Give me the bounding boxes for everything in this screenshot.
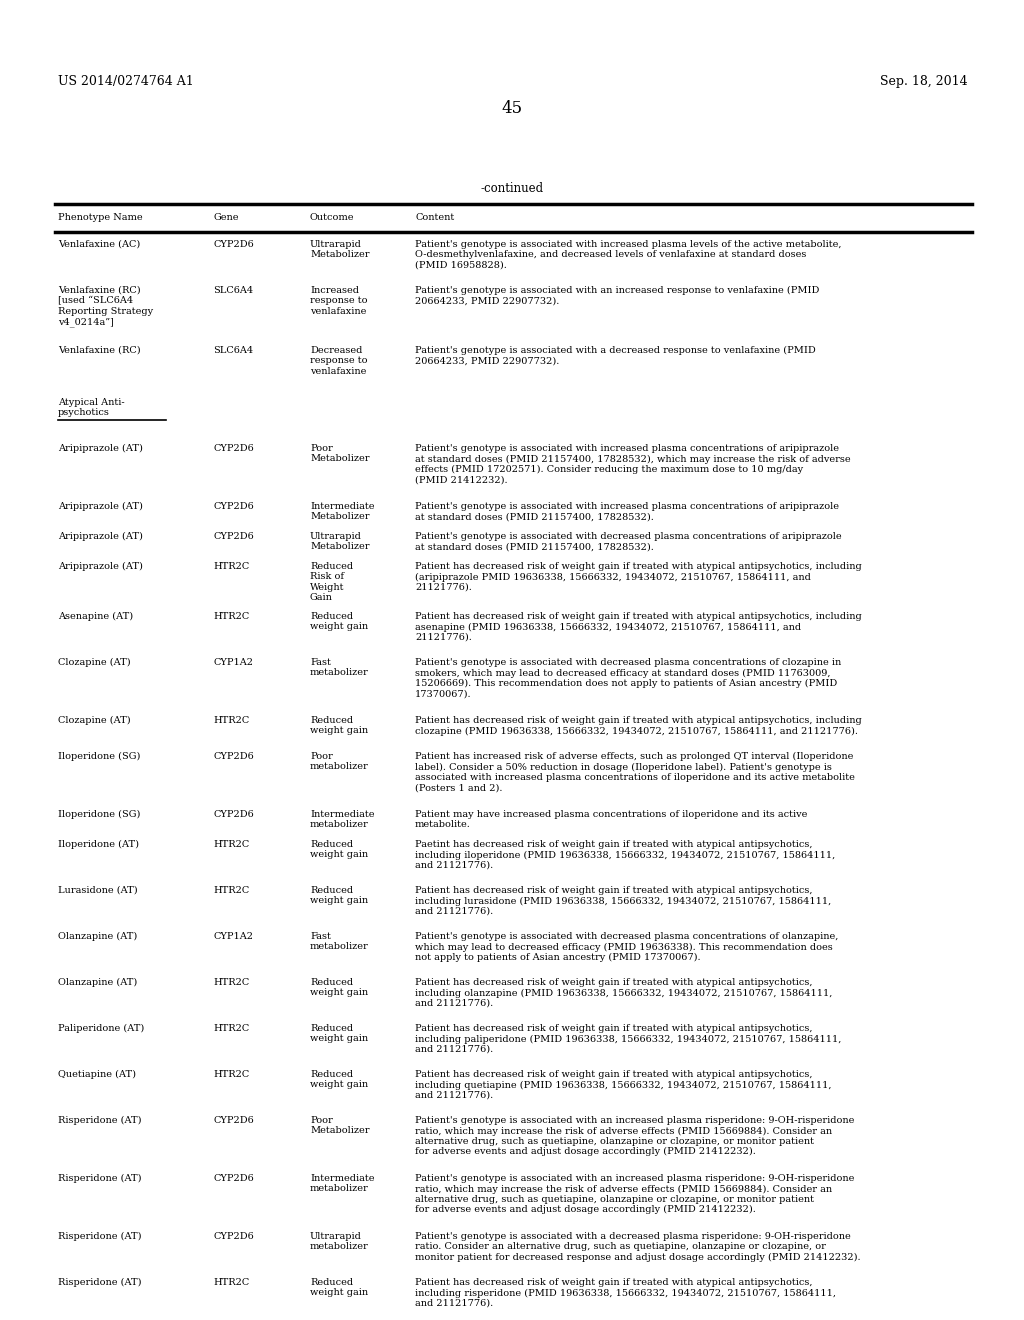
Text: Patient's genotype is associated with increased plasma levels of the active meta: Patient's genotype is associated with in… [415,240,842,269]
Text: Patient's genotype is associated with decreased plasma concentrations of olanzap: Patient's genotype is associated with de… [415,932,839,962]
Text: Patient's genotype is associated with decreased plasma concentrations of aripipr: Patient's genotype is associated with de… [415,532,842,552]
Text: CYP2D6: CYP2D6 [213,444,254,453]
Text: HTR2C: HTR2C [213,1278,249,1287]
Text: Patient has decreased risk of weight gain if treated with atypical antipsychotic: Patient has decreased risk of weight gai… [415,612,862,642]
Text: Patient has decreased risk of weight gain if treated with atypical antipsychotic: Patient has decreased risk of weight gai… [415,562,862,591]
Text: Aripiprazole (AT): Aripiprazole (AT) [58,532,143,541]
Text: Patient's genotype is associated with increased plasma concentrations of aripipr: Patient's genotype is associated with in… [415,444,851,484]
Text: SLC6A4: SLC6A4 [213,286,253,294]
Text: Poor
Metabolizer: Poor Metabolizer [310,444,370,463]
Text: Poor
metabolizer: Poor metabolizer [310,752,369,771]
Text: Paliperidone (AT): Paliperidone (AT) [58,1024,144,1034]
Text: Patient may have increased plasma concentrations of iloperidone and its active
m: Patient may have increased plasma concen… [415,810,807,829]
Text: Patient's genotype is associated with a decreased response to venlafaxine (PMID
: Patient's genotype is associated with a … [415,346,816,366]
Text: Patient's genotype is associated with an increased plasma risperidone: 9-OH-risp: Patient's genotype is associated with an… [415,1173,854,1214]
Text: CYP2D6: CYP2D6 [213,532,254,541]
Text: Sep. 18, 2014: Sep. 18, 2014 [881,75,968,88]
Text: Patient's genotype is associated with decreased plasma concentrations of clozapi: Patient's genotype is associated with de… [415,657,842,698]
Text: Clozapine (AT): Clozapine (AT) [58,657,131,667]
Text: HTR2C: HTR2C [213,1024,249,1034]
Text: Fast
metabolizer: Fast metabolizer [310,932,369,952]
Text: Fast
metabolizer: Fast metabolizer [310,657,369,677]
Text: HTR2C: HTR2C [213,562,249,572]
Text: CYP2D6: CYP2D6 [213,1232,254,1241]
Text: Patient's genotype is associated with a decreased plasma risperidone: 9-OH-rispe: Patient's genotype is associated with a … [415,1232,860,1262]
Text: Aripiprazole (AT): Aripiprazole (AT) [58,444,143,453]
Text: Aripiprazole (AT): Aripiprazole (AT) [58,562,143,572]
Text: Content: Content [415,213,455,222]
Text: Poor
Metabolizer: Poor Metabolizer [310,1115,370,1135]
Text: Quetiapine (AT): Quetiapine (AT) [58,1071,136,1080]
Text: Venlafaxine (AC): Venlafaxine (AC) [58,240,140,249]
Text: Patient's genotype is associated with an increased plasma risperidone: 9-OH-risp: Patient's genotype is associated with an… [415,1115,854,1156]
Text: Reduced
weight gain: Reduced weight gain [310,1071,368,1089]
Text: Reduced
weight gain: Reduced weight gain [310,1024,368,1043]
Text: Risperidone (AT): Risperidone (AT) [58,1232,141,1241]
Text: Decreased
response to
venlafaxine: Decreased response to venlafaxine [310,346,368,376]
Text: Phenotype Name: Phenotype Name [58,213,142,222]
Text: Patient's genotype is associated with increased plasma concentrations of aripipr: Patient's genotype is associated with in… [415,502,839,521]
Text: Intermediate
metabolizer: Intermediate metabolizer [310,1173,375,1193]
Text: HTR2C: HTR2C [213,886,249,895]
Text: Reduced
Risk of
Weight
Gain: Reduced Risk of Weight Gain [310,562,353,602]
Text: Olanzapine (AT): Olanzapine (AT) [58,978,137,987]
Text: HTR2C: HTR2C [213,1071,249,1078]
Text: Increased
response to
venlafaxine: Increased response to venlafaxine [310,286,368,315]
Text: Outcome: Outcome [310,213,354,222]
Text: Ultrarapid
metabolizer: Ultrarapid metabolizer [310,1232,369,1251]
Text: HTR2C: HTR2C [213,978,249,987]
Text: Ultrarapid
Metabolizer: Ultrarapid Metabolizer [310,240,370,260]
Text: CYP2D6: CYP2D6 [213,1173,254,1183]
Text: Atypical Anti-
psychotics: Atypical Anti- psychotics [58,399,125,417]
Text: Reduced
weight gain: Reduced weight gain [310,886,368,906]
Text: Venlafaxine (RC): Venlafaxine (RC) [58,346,140,355]
Text: Intermediate
Metabolizer: Intermediate Metabolizer [310,502,375,521]
Text: Patient has decreased risk of weight gain if treated with atypical antipsychotic: Patient has decreased risk of weight gai… [415,978,833,1008]
Text: Olanzapine (AT): Olanzapine (AT) [58,932,137,941]
Text: CYP1A2: CYP1A2 [213,657,253,667]
Text: -continued: -continued [480,182,544,195]
Text: Reduced
weight gain: Reduced weight gain [310,715,368,735]
Text: Iloperidone (SG): Iloperidone (SG) [58,810,140,820]
Text: Risperidone (AT): Risperidone (AT) [58,1278,141,1287]
Text: Ultrarapid
Metabolizer: Ultrarapid Metabolizer [310,532,370,552]
Text: Patient has decreased risk of weight gain if treated with atypical antipsychotic: Patient has decreased risk of weight gai… [415,715,862,735]
Text: Iloperidone (SG): Iloperidone (SG) [58,752,140,762]
Text: Patient has decreased risk of weight gain if treated with atypical antipsychotic: Patient has decreased risk of weight gai… [415,886,831,916]
Text: Reduced
weight gain: Reduced weight gain [310,612,368,631]
Text: 45: 45 [502,100,522,117]
Text: Patient has decreased risk of weight gain if treated with atypical antipsychotic: Patient has decreased risk of weight gai… [415,1024,842,1053]
Text: CYP2D6: CYP2D6 [213,752,254,762]
Text: CYP1A2: CYP1A2 [213,932,253,941]
Text: Venlafaxine (RC)
[used “SLC6A4
Reporting Strategy
v4_0214a”]: Venlafaxine (RC) [used “SLC6A4 Reporting… [58,286,154,327]
Text: Patient has decreased risk of weight gain if treated with atypical antipsychotic: Patient has decreased risk of weight gai… [415,1278,836,1308]
Text: Lurasidone (AT): Lurasidone (AT) [58,886,137,895]
Text: Gene: Gene [213,213,239,222]
Text: Reduced
weight gain: Reduced weight gain [310,840,368,859]
Text: SLC6A4: SLC6A4 [213,346,253,355]
Text: CYP2D6: CYP2D6 [213,240,254,249]
Text: Iloperidone (AT): Iloperidone (AT) [58,840,139,849]
Text: Intermediate
metabolizer: Intermediate metabolizer [310,810,375,829]
Text: HTR2C: HTR2C [213,612,249,620]
Text: Patient's genotype is associated with an increased response to venlafaxine (PMID: Patient's genotype is associated with an… [415,286,819,305]
Text: Asenapine (AT): Asenapine (AT) [58,612,133,622]
Text: US 2014/0274764 A1: US 2014/0274764 A1 [58,75,194,88]
Text: HTR2C: HTR2C [213,840,249,849]
Text: Paetint has decreased risk of weight gain if treated with atypical antipsychotic: Paetint has decreased risk of weight gai… [415,840,836,870]
Text: CYP2D6: CYP2D6 [213,1115,254,1125]
Text: CYP2D6: CYP2D6 [213,502,254,511]
Text: Risperidone (AT): Risperidone (AT) [58,1173,141,1183]
Text: Risperidone (AT): Risperidone (AT) [58,1115,141,1125]
Text: HTR2C: HTR2C [213,715,249,725]
Text: Reduced
weight gain: Reduced weight gain [310,1278,368,1298]
Text: Aripiprazole (AT): Aripiprazole (AT) [58,502,143,511]
Text: Patient has increased risk of adverse effects, such as prolonged QT interval (Il: Patient has increased risk of adverse ef… [415,752,855,792]
Text: Reduced
weight gain: Reduced weight gain [310,978,368,998]
Text: Clozapine (AT): Clozapine (AT) [58,715,131,725]
Text: CYP2D6: CYP2D6 [213,810,254,818]
Text: Patient has decreased risk of weight gain if treated with atypical antipsychotic: Patient has decreased risk of weight gai… [415,1071,831,1100]
